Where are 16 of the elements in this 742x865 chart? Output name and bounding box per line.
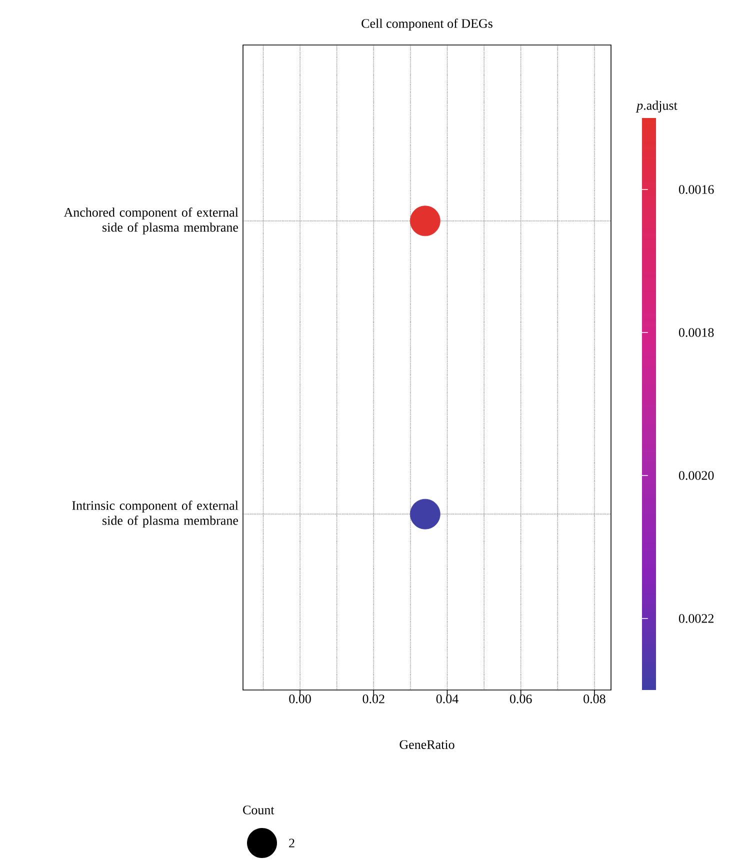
- y-tick-label: Anchored component of external side of plasma membrane: [64, 207, 238, 234]
- x-tick-label: 0.00: [289, 694, 311, 704]
- y-tick-label: Intrinsic component of external side of plasma membrane: [72, 500, 238, 528]
- x-tick-label: 0.02: [362, 694, 384, 704]
- chart-title: Cell component of DEGs: [362, 18, 492, 30]
- color-bar-label: 0.0018: [678, 328, 714, 337]
- legend-title: Count: [243, 806, 274, 814]
- color-bar-title: p.adjust: [636, 100, 678, 112]
- x-tick-label: 0.06: [510, 694, 532, 704]
- x-axis-title: GeneRatio: [400, 740, 454, 749]
- legend-label: 2: [289, 838, 294, 848]
- color-bar-label: 0.0016: [678, 185, 714, 194]
- color-bar-label: 0.0020: [678, 471, 714, 480]
- x-tick-label: 0.04: [436, 694, 458, 704]
- x-tick-label: 0.08: [584, 694, 606, 704]
- color-bar-label: 0.0022: [678, 614, 714, 623]
